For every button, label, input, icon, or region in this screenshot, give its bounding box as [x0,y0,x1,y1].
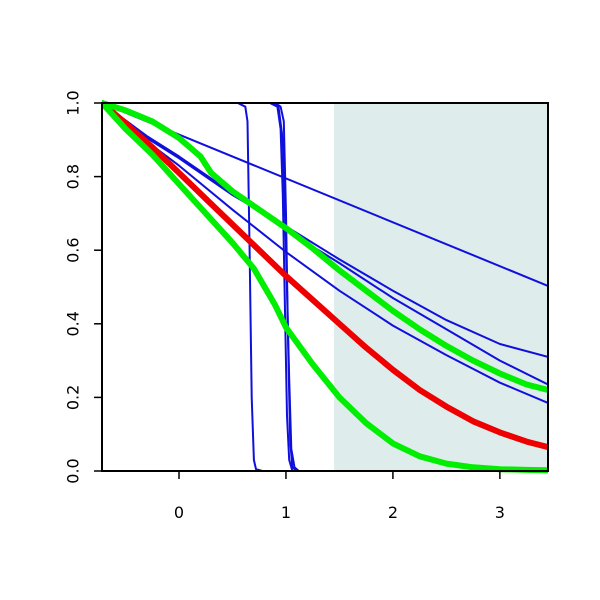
y-tick-label-4: 0.8 [64,164,83,189]
axis-layer: 0 1 2 3 0.0 0.2 0.4 0.6 0.8 1.0 [64,90,549,522]
series-line-9 [102,100,548,451]
x-tick-label-3: 3 [495,503,505,522]
y-tick-label-2: 0.4 [64,311,83,336]
shaded-region [334,103,548,471]
y-tick-label-1: 0.2 [64,385,83,410]
y-tick-label-5: 1.0 [64,90,83,115]
series-line-11 [102,100,548,474]
series-layer [102,100,548,474]
x-tick-label-0: 0 [174,503,184,522]
shaded-region-layer [334,103,548,471]
y-tick-label-0: 0.0 [64,458,83,483]
series-line-2 [102,102,548,358]
plot-frame [101,102,549,472]
series-line-6 [102,102,548,472]
series-line-8 [102,102,548,472]
x-tick-label-2: 2 [388,503,398,522]
series-line-10 [102,100,548,393]
y-tick-label-3: 0.6 [64,237,83,262]
x-tick-label-1: 1 [281,503,291,522]
